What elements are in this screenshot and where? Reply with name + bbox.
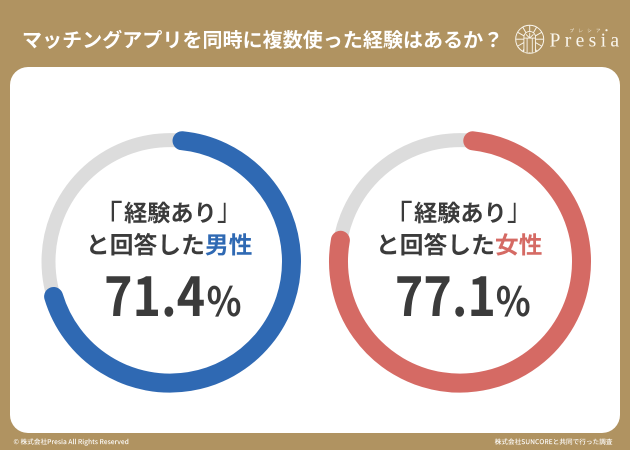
svg-text:Presia: Presia — [550, 30, 624, 51]
